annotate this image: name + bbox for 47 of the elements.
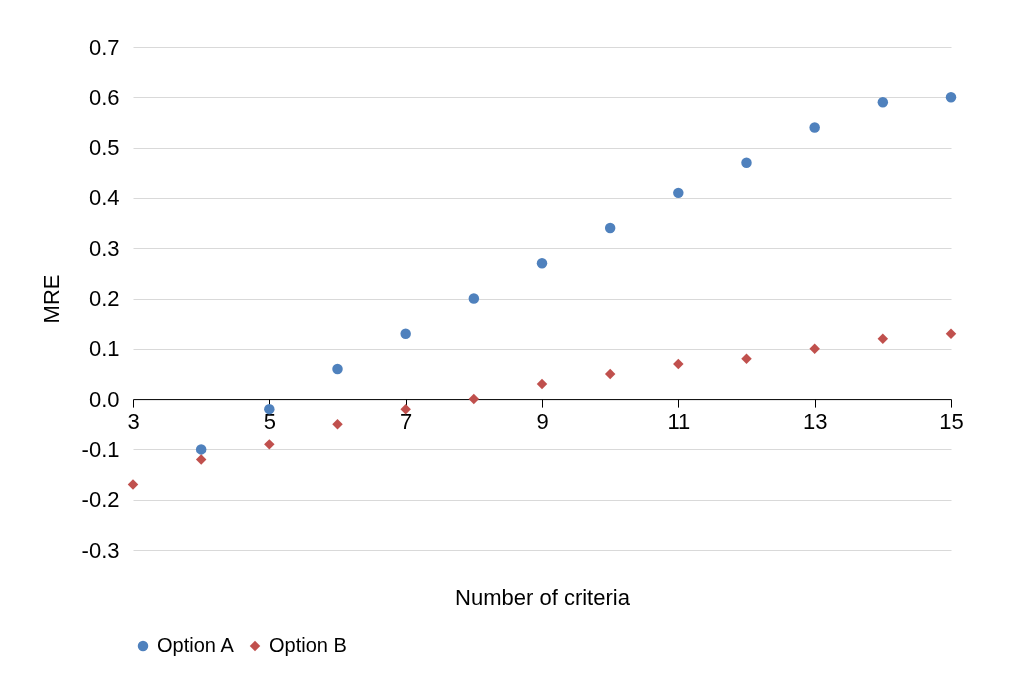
x-tick-label: 7 bbox=[400, 408, 413, 434]
point bbox=[809, 343, 820, 355]
point bbox=[468, 393, 480, 405]
y-tick-label: -0.2 bbox=[81, 487, 120, 513]
legend-label: Option A bbox=[157, 634, 235, 656]
point bbox=[809, 122, 820, 133]
y-tick-label: 0.5 bbox=[88, 135, 120, 161]
point bbox=[195, 444, 207, 455]
point bbox=[741, 353, 752, 365]
point bbox=[673, 358, 684, 370]
point bbox=[604, 368, 616, 380]
x-tick-label: 11 bbox=[667, 408, 691, 434]
point bbox=[195, 454, 207, 465]
point bbox=[945, 92, 957, 103]
point bbox=[536, 258, 548, 269]
point bbox=[332, 363, 343, 375]
point bbox=[400, 328, 411, 339]
legend-label: Option B bbox=[269, 634, 347, 656]
point bbox=[877, 97, 889, 108]
point bbox=[468, 293, 480, 304]
point bbox=[332, 419, 343, 430]
point bbox=[945, 328, 957, 339]
y-axis-title: MRE bbox=[38, 274, 64, 324]
y-tick-label: 0.2 bbox=[88, 286, 120, 311]
x-tick-label: 13 bbox=[802, 408, 828, 434]
y-tick-label: 0.4 bbox=[88, 185, 120, 211]
y-tick-label: -0.3 bbox=[81, 537, 120, 563]
point bbox=[264, 439, 275, 450]
y-tick-label: 0.3 bbox=[88, 235, 120, 261]
x-tick-label: 15 bbox=[939, 408, 964, 434]
x-tick-label: 3 bbox=[127, 408, 140, 434]
point bbox=[741, 157, 752, 168]
y-tick-label: 0.0 bbox=[88, 386, 120, 412]
point bbox=[400, 403, 411, 415]
point bbox=[673, 187, 684, 199]
y-tick-label: 0.6 bbox=[88, 84, 120, 110]
point bbox=[877, 333, 889, 344]
point bbox=[604, 222, 616, 234]
y-tick-label: -0.1 bbox=[81, 436, 120, 462]
y-tick-label: 0.1 bbox=[88, 336, 120, 362]
x-axis-title: Number of criteria bbox=[455, 584, 631, 610]
x-tick-label: 5 bbox=[263, 408, 276, 434]
point bbox=[536, 378, 548, 390]
point bbox=[264, 403, 275, 415]
x-tick-label: 9 bbox=[536, 408, 549, 434]
y-tick-label: 0.7 bbox=[88, 34, 120, 60]
point bbox=[127, 479, 139, 490]
